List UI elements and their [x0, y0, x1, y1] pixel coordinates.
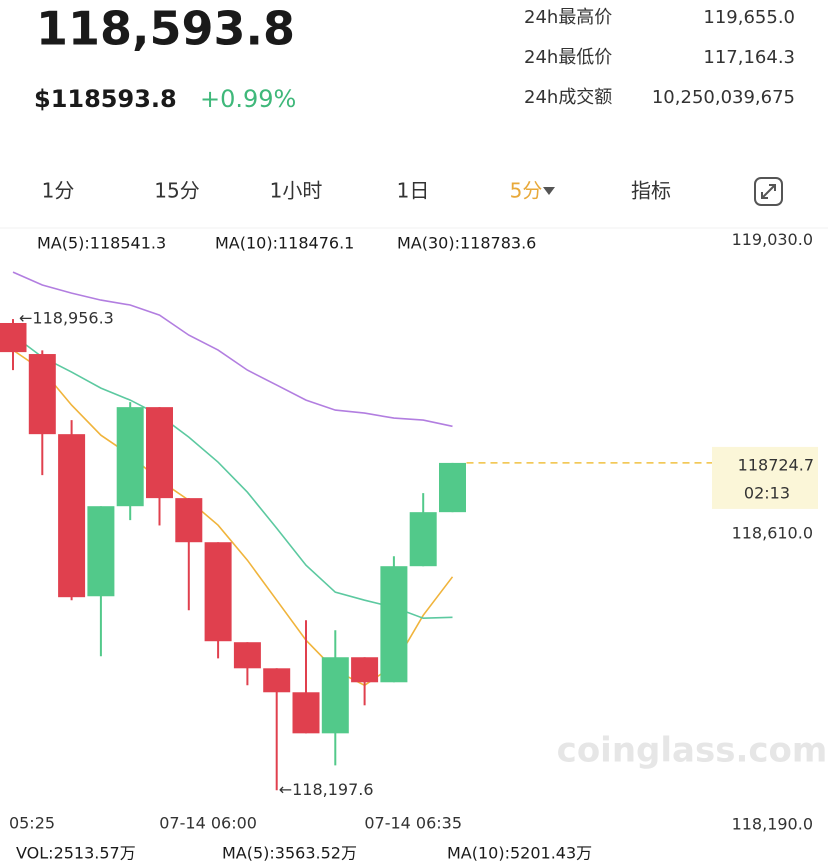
stat-label: 24h最低价	[524, 47, 612, 68]
volume-legend: MA(5):3563.52万	[222, 844, 357, 863]
candle-body	[409, 512, 437, 567]
stat-value: 119,655.0	[703, 7, 795, 28]
candle-body	[0, 322, 27, 353]
tab[interactable]: 15分	[154, 179, 199, 203]
ma-legend: MA(30):118783.6	[397, 234, 536, 253]
y-tick-label: 118,190.0	[732, 815, 813, 834]
volume-legend: VOL:2513.57万	[16, 844, 136, 863]
low-marker: ←118,197.6	[279, 780, 374, 799]
candle-body	[292, 692, 320, 734]
x-tick-label: 05:25	[9, 814, 55, 833]
candle-body	[351, 657, 379, 683]
y-tick-label: 118,610.0	[732, 524, 813, 543]
watermark: coinglass.com	[557, 731, 828, 771]
tab[interactable]: 1小时	[270, 179, 323, 203]
dropdown-arrow	[543, 187, 555, 195]
ma-legend: MA(10):118476.1	[215, 234, 354, 253]
stat-label: 24h最高价	[524, 7, 612, 28]
candle-body	[146, 407, 173, 499]
candle-body	[233, 642, 261, 669]
candle-body	[175, 498, 203, 543]
y-tick-label: 119,030.0	[732, 230, 813, 249]
tab-active[interactable]: 5分	[510, 179, 543, 203]
candle-body	[439, 462, 466, 513]
volume-legend: MA(10):5201.43万	[447, 844, 592, 863]
candle-body	[58, 434, 86, 598]
x-tick-label: 07-14 06:35	[364, 814, 462, 833]
stat-label: 24h成交额	[524, 87, 612, 108]
ma-line	[12, 271, 453, 428]
change: +0.99%	[200, 85, 296, 113]
stat-value: 117,164.3	[703, 47, 795, 68]
ma-legend: MA(5):118541.3	[37, 234, 166, 253]
candle-body	[321, 657, 349, 734]
countdown: 02:13	[744, 483, 790, 502]
price: 118,593.8	[36, 2, 295, 56]
ma-line	[12, 334, 453, 620]
fullscreen-icon[interactable]	[754, 177, 783, 206]
x-tick-label: 07-14 06:00	[159, 814, 257, 833]
candle-body	[28, 354, 56, 435]
last-price-box	[712, 446, 818, 509]
candle-body	[87, 506, 115, 597]
high-marker: ←118,956.3	[19, 309, 114, 328]
ma-line	[12, 349, 454, 687]
last-price-label: 118724.7	[738, 455, 814, 474]
candle-body	[263, 668, 291, 693]
candle-body	[204, 542, 232, 642]
candle-body	[380, 566, 408, 683]
tab[interactable]: 1分	[42, 179, 75, 203]
usd-price: $118593.8	[34, 85, 177, 113]
candle-body	[116, 407, 144, 507]
tab[interactable]: 指标	[631, 179, 671, 203]
stat-value: 10,250,039,675	[652, 87, 795, 108]
tab[interactable]: 1日	[397, 179, 430, 203]
